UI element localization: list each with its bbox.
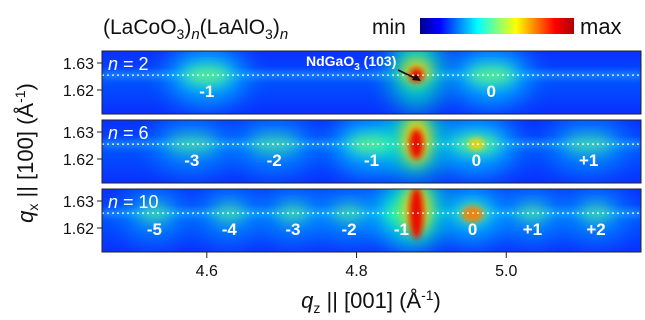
- colorbar: [420, 18, 574, 34]
- x-tick-label: 5.0: [495, 263, 517, 280]
- satellite-order-label: 0: [487, 82, 496, 101]
- satellite-core: [182, 66, 231, 85]
- satellite-order-label: -1: [394, 220, 409, 239]
- period-label: n = 10: [108, 192, 159, 212]
- period-label: n = 6: [108, 123, 149, 143]
- heatmap-panel: n = 2 -1 0 1.63 1.62: [63, 50, 642, 115]
- satellite-order-label: 0: [468, 220, 477, 239]
- substrate-peak: [409, 189, 424, 240]
- panel-frame: [101, 119, 642, 184]
- x-tick-label: 4.6: [196, 263, 218, 280]
- composition-formula: (LaCoO3)n(LaAlO3)n: [103, 16, 288, 43]
- substrate-peak-label: NdGaO3 (103): [306, 53, 396, 73]
- satellite-order-label: -5: [147, 220, 162, 239]
- satellite-order-label: +1: [523, 220, 542, 239]
- satellite-core: [467, 66, 516, 85]
- y-tick-label: 1.62: [63, 221, 94, 238]
- satellite-core: [250, 135, 299, 154]
- satellite-core: [347, 135, 396, 154]
- period-label: n = 2: [108, 54, 149, 74]
- satellite-order-label: 0: [472, 151, 481, 170]
- substrate-arrow-head: [412, 74, 421, 81]
- x-axis-label: qz || [001] (Å-1): [301, 287, 441, 316]
- satellite-order-label: -3: [285, 220, 300, 239]
- colorbar-max-label: max: [580, 14, 622, 39]
- satellite-order-label: -2: [267, 151, 282, 170]
- heatmap-panels: n = 2-1 01.631.62n = 6-3 -2 -1 0 +11.631.62n …: [63, 50, 642, 253]
- x-tick-label: 4.8: [345, 263, 367, 280]
- satellite-core: [333, 204, 366, 223]
- y-tick-label: 1.62: [63, 152, 94, 169]
- satellite-order-label: -4: [222, 220, 238, 239]
- satellite-order-label: -1: [364, 151, 379, 170]
- panel-frame: [101, 50, 642, 115]
- satellite-order-label: -1: [199, 82, 214, 101]
- y-tick-label: 1.63: [63, 194, 94, 211]
- zero-order-peak: [468, 138, 485, 151]
- satellite-core: [213, 204, 246, 223]
- substrate-peak: [409, 129, 424, 160]
- satellite-order-label: -2: [341, 220, 356, 239]
- y-tick-label: 1.63: [63, 56, 94, 73]
- heatmap-panel: n = 6 -3 -2 -1 0 +1 1.63 1.62: [63, 119, 642, 184]
- colorbar-min-label: min: [372, 16, 406, 39]
- satellite-order-label: +2: [586, 220, 605, 239]
- satellite-order-label: +1: [579, 151, 598, 170]
- satellite-order-label: -3: [184, 151, 199, 170]
- y-tick-label: 1.62: [63, 83, 94, 100]
- heatmap-panel: n = 10 -5 -4 -3 -2 -1 0 +1 +2 1.63 1.62: [63, 188, 642, 253]
- x-axis-ticks: 4.6 4.8 5.0: [196, 252, 517, 280]
- satellite-core: [167, 135, 216, 154]
- y-tick-label: 1.63: [63, 125, 94, 142]
- satellite-core: [138, 204, 171, 223]
- satellite-core: [580, 204, 613, 223]
- y-axis-label: qx || [100] (Å-1): [12, 83, 41, 223]
- zero-order-peak: [461, 206, 484, 223]
- panel-frame: [101, 188, 642, 253]
